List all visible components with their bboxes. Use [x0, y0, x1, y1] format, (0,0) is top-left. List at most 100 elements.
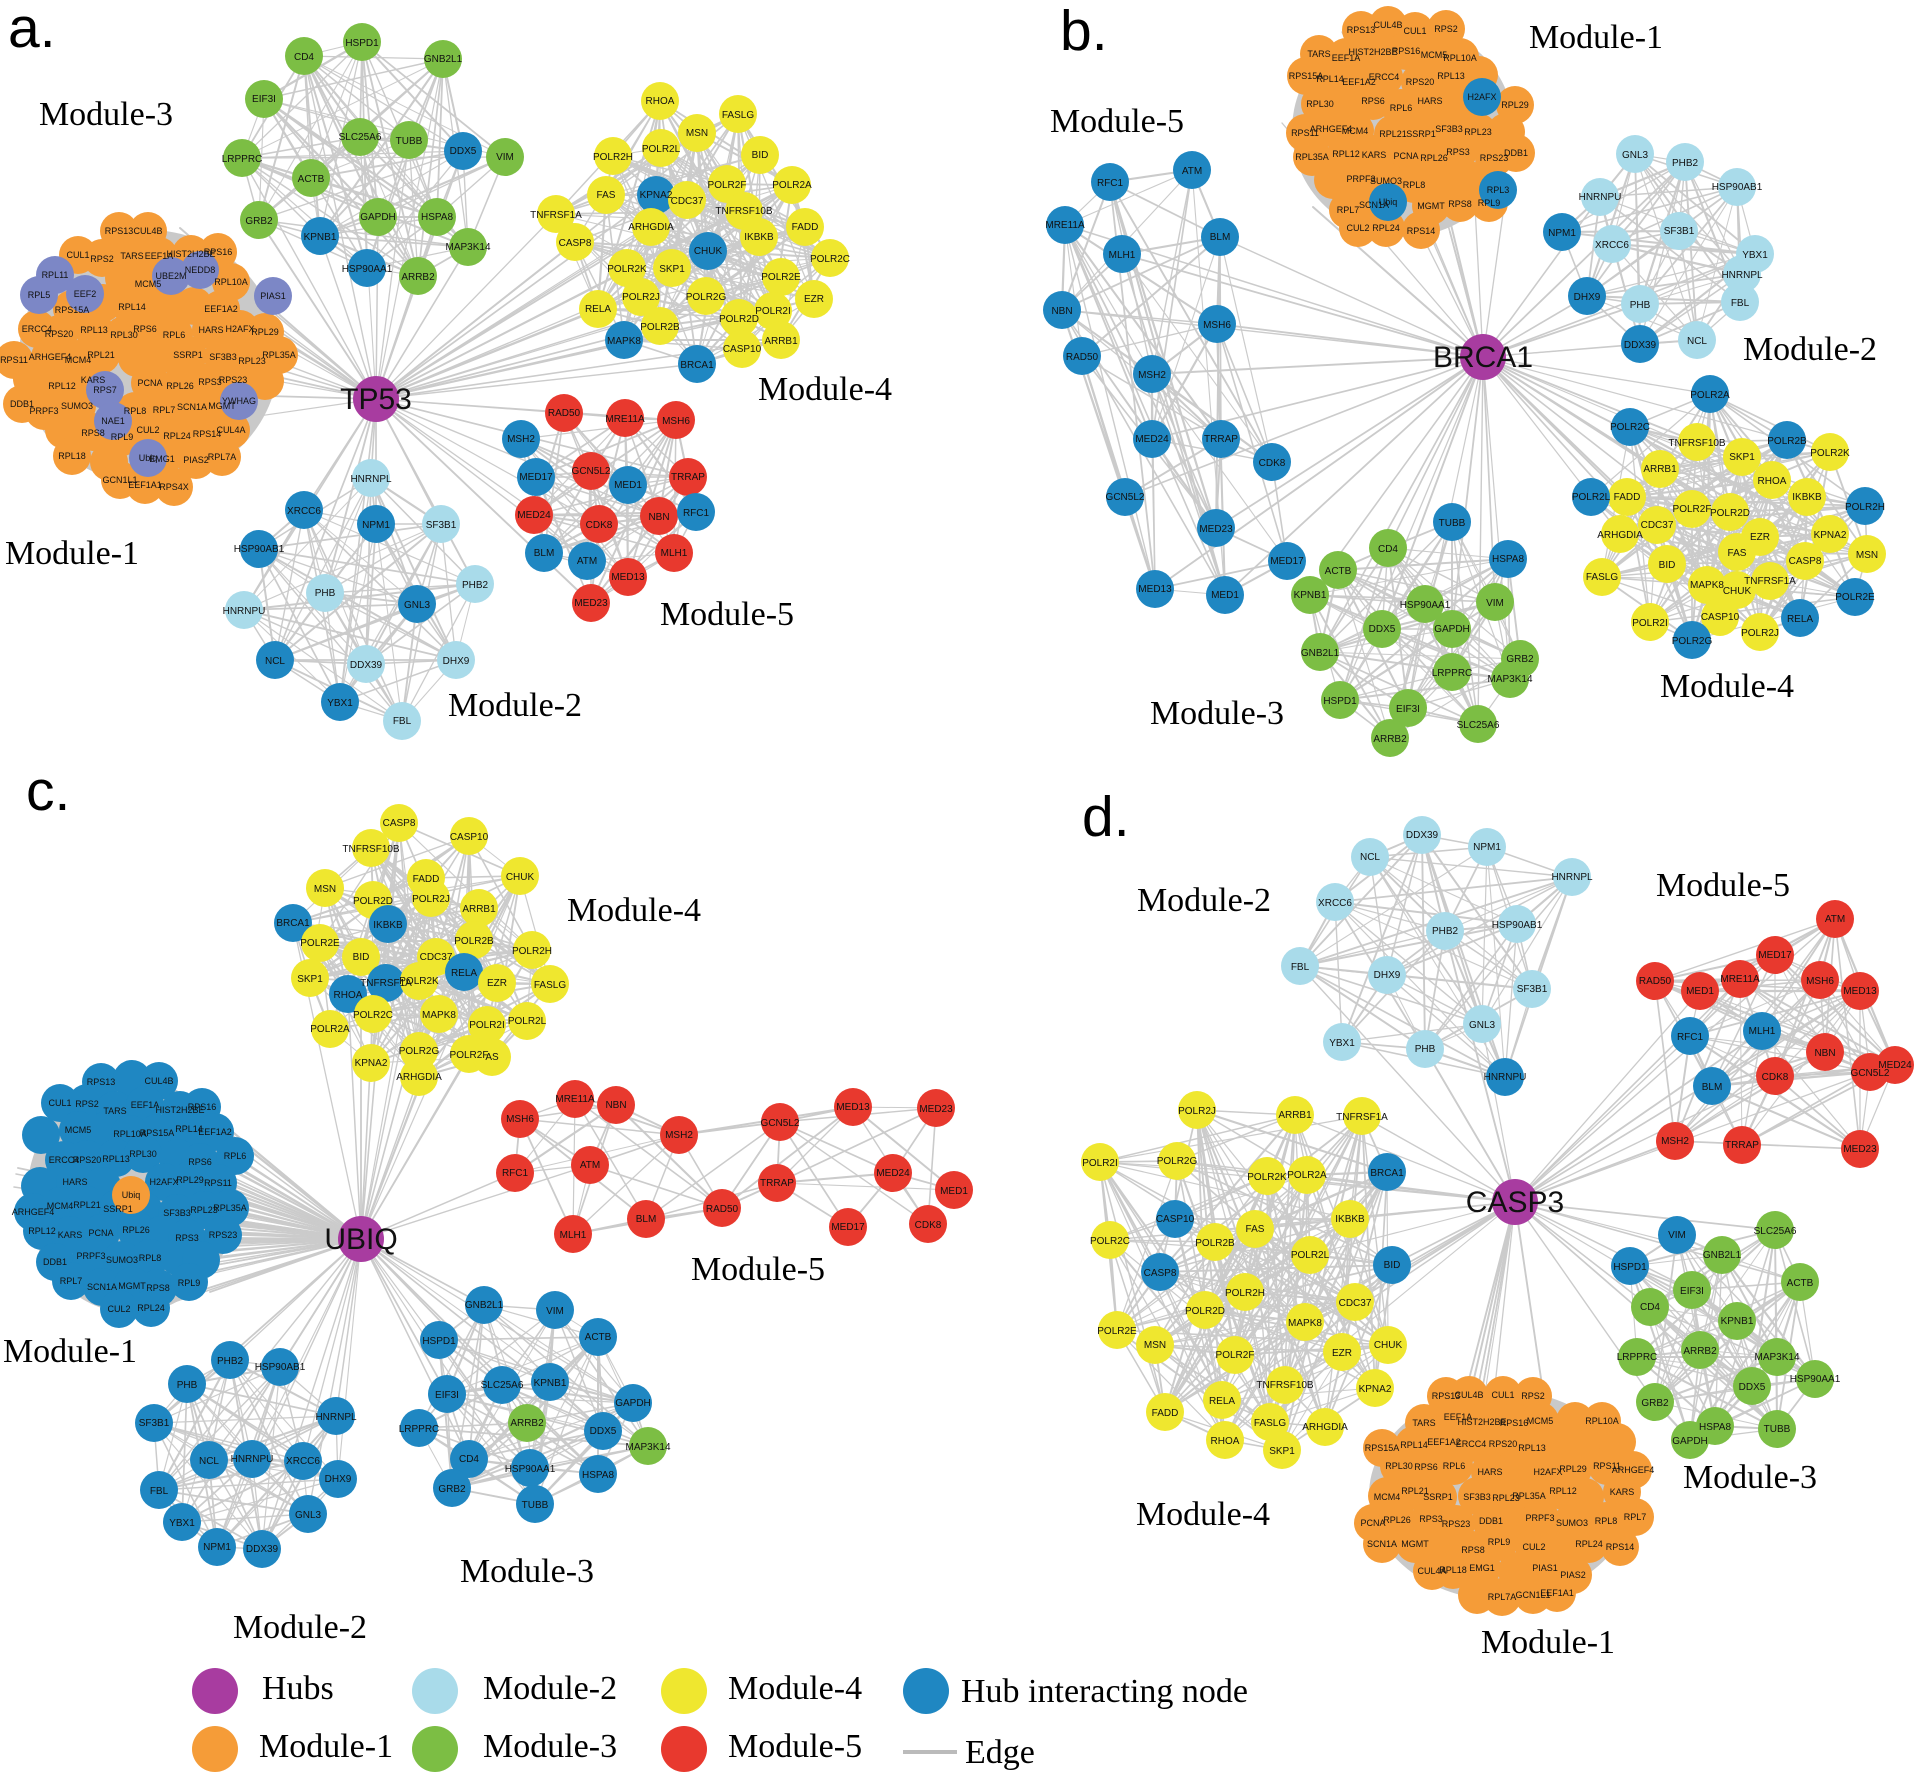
svg-text:BID: BID [353, 952, 370, 963]
svg-text:H2AFX: H2AFX [225, 324, 254, 334]
svg-text:GNB2L1: GNB2L1 [424, 54, 463, 65]
svg-text:POLR2G: POLR2G [1157, 1156, 1198, 1167]
svg-text:RHOA: RHOA [646, 96, 675, 107]
svg-text:MAP3K14: MAP3K14 [1754, 1352, 1799, 1363]
svg-text:HSP90AA1: HSP90AA1 [1400, 600, 1451, 611]
svg-text:MSN: MSN [1856, 550, 1878, 561]
svg-text:RPL23: RPL23 [1492, 1493, 1520, 1503]
svg-text:RPS2: RPS2 [1521, 1391, 1545, 1401]
svg-text:RAD50: RAD50 [1639, 976, 1672, 987]
svg-text:MSN: MSN [686, 128, 708, 139]
svg-text:MED1: MED1 [940, 1186, 968, 1197]
svg-text:RAD50: RAD50 [548, 408, 581, 419]
svg-text:RPS8: RPS8 [1461, 1545, 1485, 1555]
svg-text:NBN: NBN [605, 1100, 626, 1111]
svg-text:TP53: TP53 [340, 383, 412, 416]
svg-text:RFC1: RFC1 [683, 508, 710, 519]
svg-text:Module-5: Module-5 [1656, 867, 1790, 904]
svg-text:SUMO3: SUMO3 [1370, 176, 1402, 186]
svg-text:TARS: TARS [103, 1106, 126, 1116]
svg-text:FADD: FADD [1152, 1408, 1179, 1419]
svg-text:DHX9: DHX9 [443, 656, 470, 667]
svg-text:EEF1A2: EEF1A2 [1427, 1437, 1461, 1447]
svg-text:PHB: PHB [177, 1380, 198, 1391]
svg-text:SF3B1: SF3B1 [1664, 226, 1695, 237]
svg-text:RPL21: RPL21 [1401, 1486, 1429, 1496]
svg-text:HSPD1: HSPD1 [1613, 1262, 1647, 1273]
svg-text:CASP10: CASP10 [1701, 612, 1740, 623]
svg-text:MED13: MED13 [836, 1102, 870, 1113]
svg-text:RPL13: RPL13 [1518, 1443, 1546, 1453]
svg-text:MAPK8: MAPK8 [1690, 580, 1724, 591]
svg-text:PIAS1: PIAS1 [260, 291, 286, 301]
svg-text:CDC37: CDC37 [1339, 1298, 1372, 1309]
svg-text:RPS16: RPS16 [1500, 1418, 1529, 1428]
svg-text:DDX39: DDX39 [350, 660, 383, 671]
svg-text:Module-4: Module-4 [758, 371, 892, 408]
svg-text:PCNA: PCNA [88, 1228, 113, 1238]
svg-text:CDC37: CDC37 [420, 952, 453, 963]
svg-text:POLR2L: POLR2L [642, 144, 681, 155]
svg-text:PHB: PHB [315, 588, 336, 599]
svg-text:Hub interacting node: Hub interacting node [961, 1673, 1248, 1710]
svg-text:RPS3: RPS3 [1446, 147, 1470, 157]
svg-text:RELA: RELA [1787, 614, 1813, 625]
svg-text:PRPF3: PRPF3 [1346, 174, 1375, 184]
svg-text:TNFRSF10B: TNFRSF10B [1668, 438, 1726, 449]
svg-text:HIST2H2BE: HIST2H2BE [1457, 1417, 1506, 1427]
svg-text:XRCC6: XRCC6 [1318, 898, 1352, 909]
svg-text:BLM: BLM [636, 1214, 657, 1225]
svg-text:POLR2F: POLR2F [708, 180, 747, 191]
svg-text:XRCC6: XRCC6 [1595, 240, 1629, 251]
svg-text:ARHGDIA: ARHGDIA [396, 1072, 442, 1083]
svg-text:EEF1A1: EEF1A1 [1540, 1588, 1574, 1598]
svg-text:POLR2D: POLR2D [719, 314, 759, 325]
svg-text:ARHGEF4: ARHGEF4 [12, 1207, 55, 1217]
svg-text:POLR2G: POLR2G [686, 292, 727, 303]
svg-text:DDX5: DDX5 [1739, 1382, 1766, 1393]
svg-text:RPL3: RPL3 [1487, 185, 1510, 195]
svg-text:KPNB1: KPNB1 [1294, 590, 1327, 601]
svg-text:MRE11A: MRE11A [605, 414, 645, 425]
svg-text:SF3B3: SF3B3 [163, 1208, 191, 1218]
svg-text:SF3B1: SF3B1 [139, 1418, 170, 1429]
svg-text:HNRNPL: HNRNPL [315, 1412, 357, 1423]
svg-text:ATM: ATM [1825, 914, 1845, 925]
svg-text:MSH6: MSH6 [662, 416, 690, 427]
svg-text:RPL35A: RPL35A [1295, 152, 1329, 162]
svg-text:HSP90AA1: HSP90AA1 [1790, 1374, 1841, 1385]
svg-text:RPS14: RPS14 [1606, 1542, 1635, 1552]
svg-text:MCM4: MCM4 [65, 355, 92, 365]
svg-text:HNRNPL: HNRNPL [1721, 270, 1763, 281]
svg-text:MAP3K14: MAP3K14 [1487, 674, 1532, 685]
svg-text:MCM4: MCM4 [1374, 1492, 1401, 1502]
svg-text:FASLG: FASLG [1254, 1418, 1286, 1429]
svg-text:POLR2J: POLR2J [1178, 1106, 1216, 1117]
svg-text:Module-1: Module-1 [5, 535, 139, 572]
svg-text:RPS23: RPS23 [1480, 153, 1509, 163]
svg-text:BRCA1: BRCA1 [1370, 1168, 1404, 1179]
svg-text:POLR2C: POLR2C [1090, 1236, 1130, 1247]
svg-text:RPL35A: RPL35A [262, 350, 296, 360]
svg-text:CUL4A: CUL4A [216, 425, 245, 435]
svg-text:EEF1A2: EEF1A2 [1342, 77, 1376, 87]
svg-text:H2AFX: H2AFX [1533, 1467, 1562, 1477]
svg-text:RPL7: RPL7 [1624, 1512, 1647, 1522]
svg-text:CUL1: CUL1 [1403, 26, 1426, 36]
svg-text:GCN5L2: GCN5L2 [1106, 492, 1145, 503]
svg-text:RPL10A: RPL10A [1443, 53, 1477, 63]
svg-text:d.: d. [1082, 785, 1130, 849]
svg-text:RPL21: RPL21 [87, 350, 115, 360]
svg-text:PIAS2: PIAS2 [1560, 1570, 1586, 1580]
svg-text:RPS13: RPS13 [87, 1077, 116, 1087]
svg-text:ARHGEF4: ARHGEF4 [1612, 1465, 1655, 1475]
svg-text:SSRP1: SSRP1 [1406, 129, 1436, 139]
svg-text:BID: BID [1384, 1260, 1401, 1271]
svg-text:Hubs: Hubs [262, 1670, 334, 1707]
svg-text:RPL12: RPL12 [1549, 1486, 1577, 1496]
svg-text:CD4: CD4 [294, 52, 314, 63]
svg-text:POLR2B: POLR2B [640, 322, 680, 333]
svg-text:RPL30: RPL30 [110, 330, 138, 340]
svg-text:RPS11: RPS11 [204, 1178, 232, 1188]
svg-text:RPL7A: RPL7A [208, 452, 237, 462]
